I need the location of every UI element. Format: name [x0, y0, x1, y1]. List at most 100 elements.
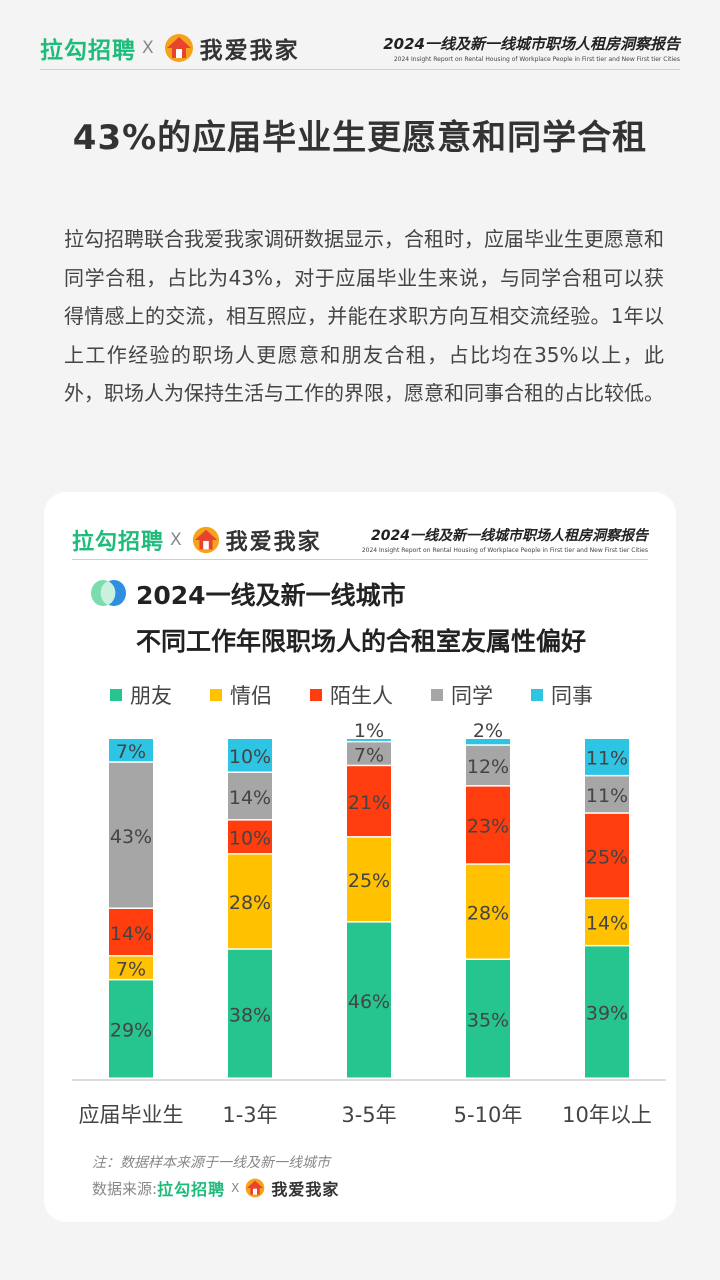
data-label: 39% [586, 1003, 628, 1025]
bar-segment [109, 980, 153, 1078]
data-label: 11% [586, 785, 628, 807]
chart-legend: 朋友 情侣 陌生人 同学 同事 [110, 680, 631, 710]
brand-separator: X [170, 529, 182, 550]
data-label: 10% [229, 746, 271, 768]
house-logo-icon [245, 1178, 265, 1198]
legend-swatch [531, 689, 543, 701]
bar-segment [109, 909, 153, 956]
chart-card: 拉勾招聘 X 我爱我家 2024一线及新一线城市职场人租房洞察报告 2024 I… [44, 492, 676, 1222]
report-subtitle: 2024 Insight Report on Rental Housing of… [361, 547, 648, 554]
data-source: 数据来源: 拉勾招聘 X 我爱我家 [92, 1176, 339, 1200]
data-label: 28% [467, 902, 509, 924]
bar-segment [466, 745, 510, 786]
legend-item: 同学 [431, 680, 493, 710]
legend-item: 朋友 [110, 680, 172, 710]
body-paragraph: 拉勾招聘联合我爱我家调研数据显示，合租时，应届毕业生更愿意和同学合租，占比为43… [64, 227, 664, 405]
legend-swatch [110, 689, 122, 701]
lagou-logo: 拉勾招聘 [72, 529, 165, 555]
chart-title: 2024一线及新一线城市 [136, 581, 406, 610]
bar-segment [347, 742, 391, 765]
bar-segment [585, 776, 629, 813]
data-label: 12% [467, 756, 509, 778]
legend-item: 情侣 [210, 680, 272, 710]
report-title: 2024一线及新一线城市职场人租房洞察报告 [371, 528, 648, 544]
brand-separator: X [142, 37, 154, 58]
5i5j-logo: 我爱我家 [225, 529, 322, 555]
source-lagou-logo: 拉勾招聘 [157, 1180, 226, 1199]
data-label: 14% [229, 787, 271, 809]
legend-item: 陌生人 [310, 680, 393, 710]
chart-title-icon [91, 580, 126, 606]
data-label: 38% [229, 1004, 271, 1026]
data-label: 21% [348, 792, 390, 814]
data-label: 7% [354, 744, 384, 766]
x-tick-label: 5-10年 [454, 1103, 523, 1127]
lagou-logo: 拉勾招聘 [40, 37, 136, 64]
legend-label: 同事 [551, 684, 593, 708]
house-logo-icon [192, 526, 219, 553]
data-label: 14% [586, 913, 628, 935]
bar-segment [109, 739, 153, 762]
bar-segment [109, 956, 153, 979]
stacked-bar-chart: 29% 7% 14% 43% 7% 应届毕业生 38% 28% 10% 14% 10% 1-3年 46%… [72, 720, 666, 1127]
source-label: 数据来源: [92, 1179, 158, 1198]
data-label: 35% [467, 1010, 509, 1032]
report-title-block: 2024一线及新一线城市职场人租房洞察报告 2024 Insight Repor… [383, 33, 680, 63]
data-label: 23% [467, 816, 509, 838]
bar-segment [347, 766, 391, 837]
bar-segment [228, 773, 272, 820]
bar-segment [466, 960, 510, 1078]
legend-swatch [431, 689, 443, 701]
legend-swatch [210, 689, 222, 701]
chart-subtitle: 不同工作年限职场人的合租室友属性偏好 [136, 627, 587, 656]
bar-segment [228, 949, 272, 1078]
source-separator: X [231, 1181, 240, 1195]
card-brand-logos: 拉勾招聘 X 我爱我家 [72, 524, 322, 556]
legend-item: 同事 [531, 680, 593, 710]
data-label: 10% [229, 828, 271, 850]
bar-segment [347, 837, 391, 922]
data-label: 25% [348, 870, 390, 892]
bar-segment [228, 854, 272, 949]
bar-segment [585, 813, 629, 898]
card-header: 拉勾招聘 X 我爱我家 2024一线及新一线城市职场人租房洞察报告 2024 I… [72, 520, 648, 560]
data-label: 28% [229, 892, 271, 914]
x-tick-label: 应届毕业生 [79, 1103, 184, 1127]
report-title: 2024一线及新一线城市职场人租房洞察报告 [383, 34, 680, 53]
bar-segment [109, 762, 153, 908]
data-label: 7% [116, 959, 146, 981]
data-label: 14% [110, 923, 152, 945]
page-header: 拉勾招聘 X 我爱我家 2024一线及新一线城市职场人租房洞察报告 2024 I… [40, 26, 680, 70]
source-5i5j-logo: 我爱我家 [271, 1180, 340, 1199]
bar-segment [228, 820, 272, 854]
bar-segment [466, 864, 510, 959]
x-tick-label: 1-3年 [222, 1103, 277, 1127]
legend-swatch [310, 689, 322, 701]
page-title: 43%的应届毕业生更愿意和同学合租 [72, 118, 648, 158]
bar-segment [466, 739, 510, 745]
report-subtitle: 2024 Insight Report on Rental Housing of… [393, 55, 680, 63]
bar-segment [466, 786, 510, 864]
card-report-title-block: 2024一线及新一线城市职场人租房洞察报告 2024 Insight Repor… [362, 525, 648, 554]
brand-logos: 拉勾招聘 X 我爱我家 [40, 31, 300, 65]
bar-segment [347, 739, 391, 741]
legend-label: 朋友 [130, 684, 172, 708]
bar-segment [228, 739, 272, 772]
data-label: 46% [348, 991, 390, 1013]
house-logo-icon [164, 33, 193, 62]
data-label: 29% [110, 1020, 152, 1042]
bar-segment [585, 898, 629, 945]
bar-segment [585, 739, 629, 775]
bar-segment [585, 946, 629, 1078]
data-label: 7% [116, 741, 146, 763]
legend-label: 情侣 [230, 684, 272, 708]
x-tick-label: 3-5年 [341, 1103, 396, 1127]
x-tick-label: 10年以上 [562, 1103, 652, 1127]
data-label: 2% [473, 720, 503, 742]
5i5j-logo: 我爱我家 [199, 37, 300, 64]
bar-segment [347, 922, 391, 1078]
data-label: 11% [586, 748, 628, 770]
data-label: 25% [586, 846, 628, 868]
legend-label: 陌生人 [330, 684, 393, 708]
legend-label: 同学 [451, 684, 493, 708]
